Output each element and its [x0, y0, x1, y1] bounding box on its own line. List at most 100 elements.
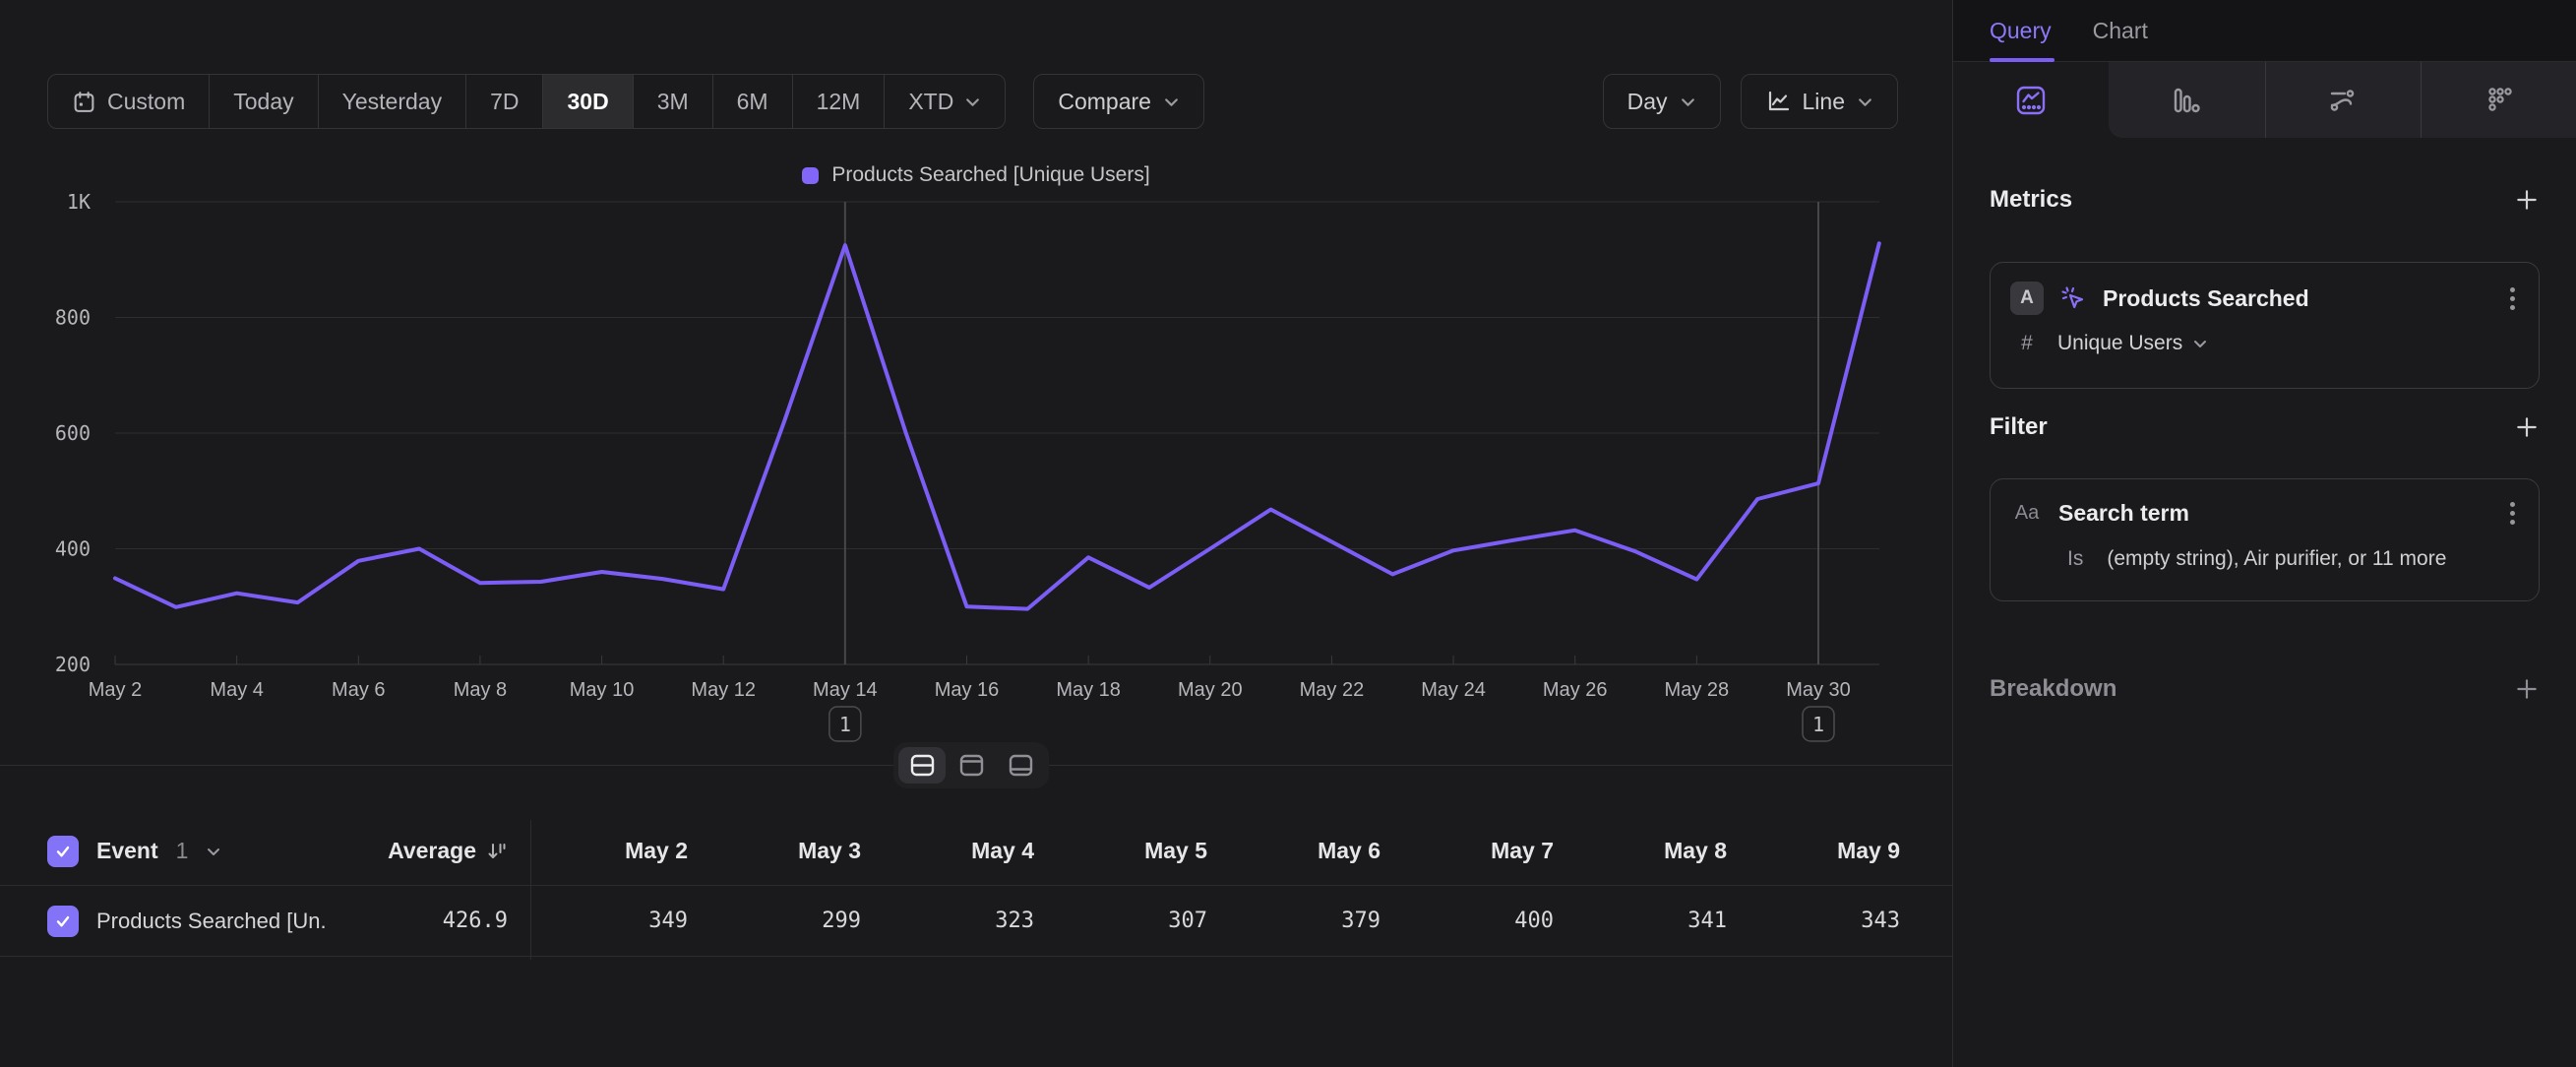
- table-column-header[interactable]: May 8: [1554, 838, 1727, 864]
- table-column-header[interactable]: May 3: [688, 838, 861, 864]
- add-breakdown-button[interactable]: [2514, 676, 2540, 702]
- metrics-heading: Metrics: [1990, 186, 2072, 214]
- table-column-header[interactable]: May 7: [1380, 838, 1554, 864]
- active-tab-underline: [1990, 58, 2055, 62]
- chevron-down-icon: [964, 94, 981, 110]
- string-type-icon: Aa: [2010, 502, 2044, 525]
- table-column-header[interactable]: May 4: [861, 838, 1034, 864]
- range-button-yesterday[interactable]: Yesterday: [319, 75, 466, 128]
- layout-chart-only-button[interactable]: [948, 747, 995, 784]
- chevron-down-icon: [1680, 94, 1696, 110]
- line-chart[interactable]: 1K800600400200May 2May 4May 6May 8May 10…: [0, 187, 1953, 758]
- average-column-header: Average: [388, 838, 476, 864]
- filter-property-name: Search term: [2058, 500, 2189, 527]
- results-table: Event 1 Average May 2May 3May 4May 5May …: [0, 817, 1952, 957]
- breakdown-section-header: Breakdown: [1990, 674, 2540, 704]
- filter-values[interactable]: (empty string), Air purifier, or 11 more: [2107, 547, 2446, 571]
- table-column-header[interactable]: May 9: [1727, 838, 1900, 864]
- report-type-tabs: [1953, 62, 2576, 138]
- x-axis-label: May 2: [89, 679, 142, 701]
- panel-tabbar: Query Chart: [1953, 0, 2576, 62]
- annotation-count: 1: [1812, 713, 1824, 736]
- tab-retention-report[interactable]: [2421, 62, 2576, 138]
- add-filter-button[interactable]: [2514, 414, 2540, 440]
- measure-label: Unique Users: [2057, 332, 2182, 355]
- x-axis-label: May 30: [1786, 679, 1851, 701]
- x-axis-label: May 18: [1056, 679, 1121, 701]
- calendar-icon: [72, 90, 96, 114]
- metrics-section-header: Metrics: [1990, 185, 2540, 215]
- x-axis-label: May 26: [1543, 679, 1608, 701]
- table-header-row: Event 1 Average May 2May 3May 4May 5May …: [0, 817, 1952, 886]
- report-toolbar: CustomTodayYesterday7D30D3M6M12MXTD Comp…: [47, 74, 1898, 129]
- range-button-3m[interactable]: 3M: [634, 75, 713, 128]
- x-axis-label: May 4: [210, 679, 263, 701]
- filter-card[interactable]: Aa Search term Is (empty string), Air pu…: [1990, 478, 2540, 601]
- table-column-divider: [530, 820, 531, 960]
- query-panel: Query Chart: [1953, 0, 2576, 1067]
- add-metric-button[interactable]: [2514, 187, 2540, 213]
- series-line: [115, 243, 1879, 608]
- range-button-today[interactable]: Today: [210, 75, 318, 128]
- y-axis-label: 400: [55, 537, 91, 561]
- row-checkbox[interactable]: [47, 906, 79, 937]
- granularity-label: Day: [1627, 89, 1668, 115]
- table-cell-value: 299: [688, 909, 861, 933]
- range-button-12m[interactable]: 12M: [793, 75, 886, 128]
- filter-menu-button[interactable]: [2506, 498, 2519, 529]
- x-axis-label: May 28: [1665, 679, 1730, 701]
- chevron-down-icon[interactable]: [206, 844, 221, 859]
- table-column-header[interactable]: May 6: [1207, 838, 1380, 864]
- metric-card[interactable]: A Products Searched # Unique Users: [1990, 262, 2540, 389]
- table-column-header[interactable]: May 5: [1034, 838, 1207, 864]
- range-button-custom[interactable]: Custom: [48, 75, 210, 128]
- tab-chart[interactable]: Chart: [2093, 18, 2148, 44]
- layout-split-button[interactable]: [898, 747, 946, 784]
- x-axis-label: May 24: [1421, 679, 1486, 701]
- y-axis-label: 600: [55, 421, 91, 445]
- line-chart-icon: [1765, 89, 1791, 114]
- range-button-xtd[interactable]: XTD: [885, 75, 1005, 128]
- tab-flows-report[interactable]: [2265, 62, 2421, 138]
- x-axis-label: May 12: [691, 679, 756, 701]
- y-axis-label: 200: [55, 653, 91, 676]
- filter-heading: Filter: [1990, 413, 2048, 441]
- metric-menu-button[interactable]: [2506, 283, 2519, 314]
- date-range-selector: CustomTodayYesterday7D30D3M6M12MXTD: [47, 74, 1006, 129]
- layout-table-only-button[interactable]: [997, 747, 1044, 784]
- y-axis-label: 800: [55, 306, 91, 330]
- tab-insights-report[interactable]: [1953, 62, 2109, 138]
- measure-hash-icon: #: [2010, 332, 2044, 355]
- measure-selector[interactable]: Unique Users: [2057, 332, 2208, 355]
- x-axis-label: May 16: [935, 679, 1000, 701]
- granularity-button[interactable]: Day: [1603, 74, 1721, 129]
- x-axis-label: May 22: [1300, 679, 1365, 701]
- range-button-6m[interactable]: 6M: [713, 75, 793, 128]
- table-cell-value: 307: [1034, 909, 1207, 933]
- event-column-header: Event: [96, 838, 158, 864]
- chevron-down-icon: [1857, 94, 1873, 110]
- compare-button[interactable]: Compare: [1033, 74, 1204, 129]
- sort-descending-icon[interactable]: [486, 841, 508, 862]
- layout-toggle-group: [893, 742, 1049, 788]
- table-column-header[interactable]: May 2: [530, 838, 688, 864]
- chart-type-button[interactable]: Line: [1741, 74, 1898, 129]
- filter-section-header: Filter: [1990, 412, 2540, 442]
- table-cell-value: 323: [861, 909, 1034, 933]
- table-row[interactable]: Products Searched [Un... 426.9 349299323…: [0, 886, 1952, 957]
- filter-operator[interactable]: Is: [2067, 547, 2083, 571]
- tab-query[interactable]: Query: [1990, 18, 2052, 44]
- report-main-area: CustomTodayYesterday7D30D3M6M12MXTD Comp…: [0, 0, 1953, 1067]
- inactive-report-tabs: [2109, 62, 2576, 138]
- chevron-down-icon: [1163, 94, 1180, 110]
- chart-type-label: Line: [1803, 89, 1845, 115]
- table-cell-value: 379: [1207, 909, 1380, 933]
- select-all-checkbox[interactable]: [47, 836, 79, 867]
- range-button-30d[interactable]: 30D: [543, 75, 633, 128]
- chevron-down-icon: [2192, 336, 2208, 351]
- retention-dots-icon: [2481, 83, 2516, 118]
- x-axis-label: May 10: [570, 679, 635, 701]
- tab-funnels-report[interactable]: [2109, 62, 2264, 138]
- range-button-7d[interactable]: 7D: [466, 75, 543, 128]
- event-count: 1: [176, 838, 189, 864]
